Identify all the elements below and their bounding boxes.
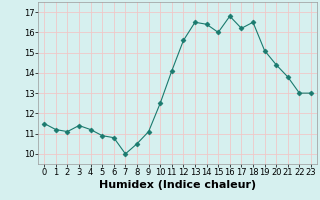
X-axis label: Humidex (Indice chaleur): Humidex (Indice chaleur) [99,180,256,190]
